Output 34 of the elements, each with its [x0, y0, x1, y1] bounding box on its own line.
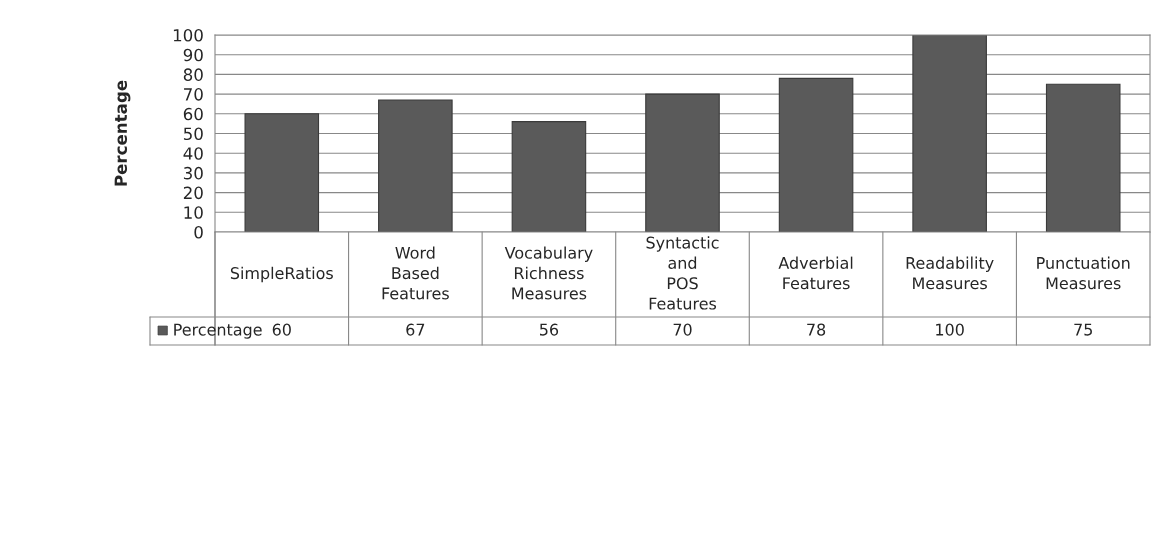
bar	[778, 77, 854, 232]
data-label: 60	[272, 323, 291, 336]
y-axis-title: Percentage	[114, 80, 131, 186]
x-tick-label: SimpleRatios	[230, 266, 333, 283]
x-tick-label: Adverbial Features	[778, 256, 853, 290]
bar	[378, 99, 453, 232]
x-tick-label: Vocabulary Richness Measures	[504, 246, 593, 300]
bar	[511, 121, 587, 232]
x-tick-label: Word Based Features	[382, 246, 449, 300]
legend-label: Percentage	[174, 323, 262, 339]
x-tick-label: Readability Measures	[906, 256, 994, 290]
y-tick-label: 80	[183, 68, 203, 81]
y-tick-label: 100	[173, 28, 203, 42]
data-label: 78	[807, 323, 826, 336]
y-tick-label: 70	[184, 88, 203, 101]
y-tick-label: 30	[183, 166, 203, 180]
y-tick-label: 40	[183, 147, 203, 160]
data-label: 100	[936, 323, 964, 336]
data-label: 75	[1074, 323, 1092, 336]
y-tick-label: 10	[184, 206, 203, 219]
y-tick-label: 60	[183, 107, 203, 121]
y-tick-label: 50	[183, 127, 203, 141]
bar	[1045, 83, 1121, 232]
data-label: 70	[673, 323, 692, 336]
bar	[912, 35, 987, 232]
bar	[645, 93, 720, 232]
data-label: 56	[540, 323, 559, 336]
y-tick-label: 90	[183, 48, 203, 62]
y-tick-label: 20	[183, 186, 203, 200]
bar	[244, 113, 320, 232]
data-label: 67	[406, 323, 425, 336]
x-tick-label: Punctuation Measures	[1037, 256, 1130, 290]
y-tick-label: 0	[194, 225, 203, 239]
x-tick-label: Syntactic and POS Features	[646, 236, 719, 310]
